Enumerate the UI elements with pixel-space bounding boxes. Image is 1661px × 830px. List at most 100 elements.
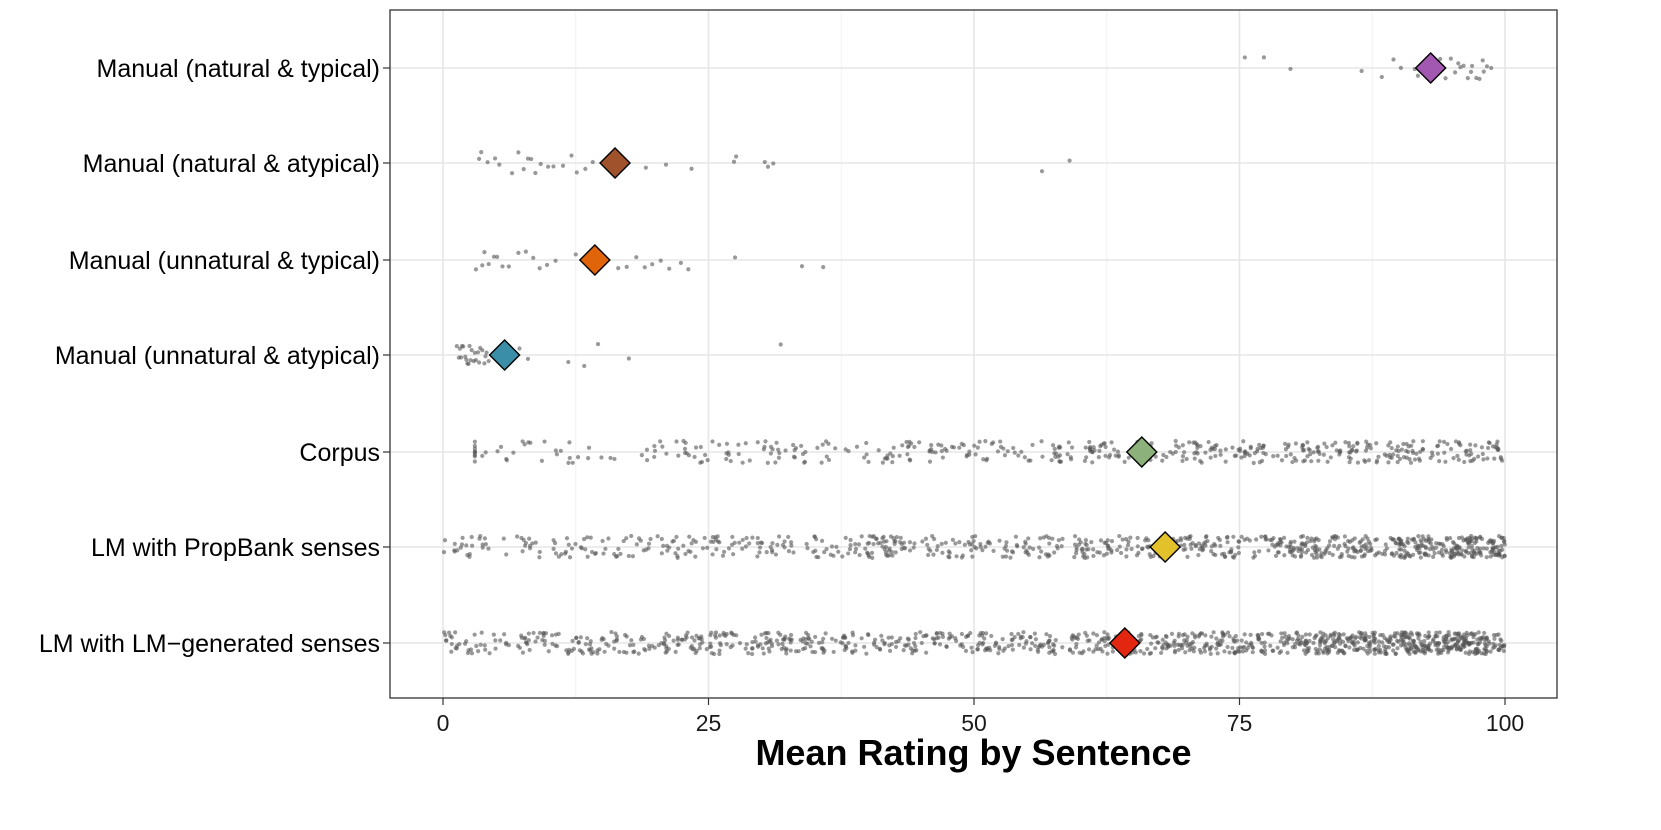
data-point [1312, 539, 1317, 544]
data-point [939, 443, 944, 448]
data-point [985, 540, 990, 545]
data-point [469, 534, 474, 540]
data-point [925, 542, 930, 548]
data-point [811, 549, 816, 555]
data-point [717, 540, 722, 545]
data-point [449, 641, 454, 647]
data-point [927, 448, 932, 453]
data-point [1325, 651, 1330, 656]
data-point [805, 641, 810, 646]
data-point [1093, 647, 1098, 652]
data-point [1214, 636, 1219, 641]
data-point [1351, 640, 1357, 645]
data-point [1420, 534, 1425, 539]
data-point [1242, 449, 1247, 455]
data-point [1303, 543, 1308, 549]
data-point [824, 546, 829, 552]
data-point [1266, 548, 1271, 553]
data-point [1144, 536, 1149, 541]
data-point [1391, 553, 1397, 558]
data-point [1245, 646, 1250, 651]
data-point [1018, 636, 1023, 641]
data-point [717, 648, 722, 653]
data-point [823, 439, 829, 444]
data-point [1496, 533, 1502, 539]
data-point [1247, 642, 1252, 648]
data-point [480, 545, 485, 550]
data-point [816, 640, 822, 645]
data-point [702, 452, 708, 458]
data-point [585, 636, 590, 641]
data-point [1484, 546, 1489, 551]
data-point [819, 538, 825, 543]
data-point [558, 448, 563, 453]
data-point [1070, 650, 1075, 655]
data-point [1056, 538, 1061, 543]
data-point [848, 542, 853, 548]
data-point [1472, 540, 1477, 546]
data-point [1244, 640, 1249, 645]
data-point [1364, 648, 1369, 654]
data-point [934, 547, 939, 552]
data-point [520, 439, 525, 444]
data-point [1161, 452, 1166, 458]
data-point [1347, 450, 1352, 455]
data-point [1100, 649, 1105, 654]
data-point [1452, 636, 1457, 641]
data-point [697, 636, 702, 641]
data-point [708, 539, 714, 544]
data-point [969, 645, 974, 650]
data-point [1282, 631, 1287, 636]
data-point [1047, 541, 1052, 546]
data-point [1466, 540, 1472, 546]
data-point [1282, 441, 1288, 446]
data-point [1225, 644, 1230, 650]
data-point [937, 642, 943, 647]
data-point [761, 651, 766, 656]
data-point [889, 635, 894, 640]
data-point [1218, 543, 1223, 548]
data-point [980, 640, 986, 646]
data-point [704, 647, 709, 652]
data-point [904, 643, 909, 648]
data-point [472, 451, 477, 456]
data-point [947, 550, 952, 555]
data-point [1499, 543, 1504, 548]
data-point [1291, 545, 1296, 551]
data-point [1486, 440, 1491, 445]
data-point [621, 649, 627, 655]
data-point [913, 631, 918, 637]
data-point [1033, 643, 1038, 649]
data-point [570, 638, 575, 643]
data-point [853, 546, 859, 552]
data-point [853, 542, 858, 547]
data-point [487, 651, 492, 656]
data-point [824, 454, 829, 459]
data-point [901, 540, 907, 545]
data-point [1028, 647, 1033, 652]
x-tick-label: 100 [1486, 710, 1524, 736]
data-point [1088, 444, 1093, 450]
data-point [847, 547, 853, 552]
data-point [454, 344, 459, 349]
data-point [491, 254, 497, 259]
data-point [923, 633, 928, 638]
data-point [676, 642, 681, 647]
data-point [553, 541, 558, 546]
data-point [1411, 536, 1416, 542]
data-point [1019, 449, 1024, 454]
data-point [1463, 449, 1468, 454]
data-point [522, 442, 527, 447]
data-point [1429, 648, 1434, 653]
data-point [1490, 444, 1496, 449]
data-point [542, 642, 547, 647]
data-point [755, 535, 760, 541]
data-point [1492, 456, 1497, 461]
data-point [710, 552, 715, 557]
data-point [927, 459, 933, 464]
data-point [1083, 541, 1088, 546]
data-point [1120, 537, 1125, 542]
data-point [1073, 645, 1079, 650]
data-point [1468, 459, 1473, 464]
data-point [1484, 64, 1490, 69]
